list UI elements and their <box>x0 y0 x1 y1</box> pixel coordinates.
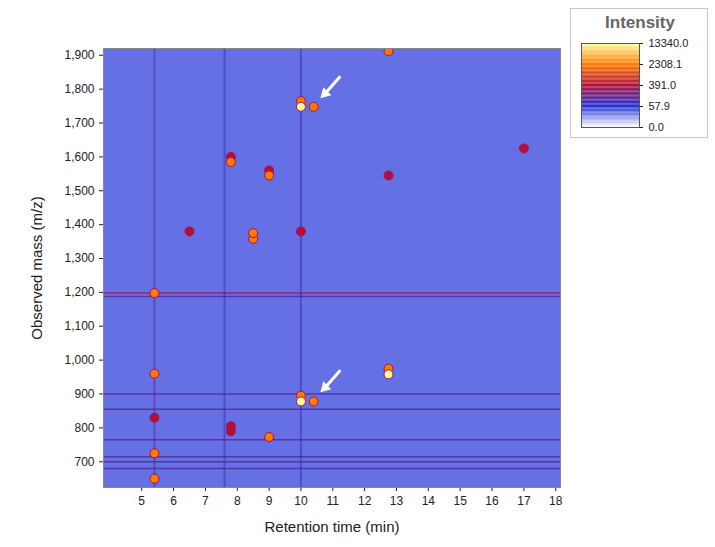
svg-text:15: 15 <box>454 494 468 508</box>
svg-text:1,100: 1,100 <box>64 319 94 333</box>
svg-text:Observed mass (m/z): Observed mass (m/z) <box>28 196 45 339</box>
html-text:Intensity: Intensity <box>605 13 675 32</box>
svg-text:1,000: 1,000 <box>64 353 94 367</box>
svg-text:9: 9 <box>266 494 273 508</box>
svg-text:8: 8 <box>234 494 241 508</box>
svg-text:1,800: 1,800 <box>64 82 94 96</box>
svg-text:1,200: 1,200 <box>64 285 94 299</box>
svg-text:2308.1: 2308.1 <box>649 58 683 70</box>
svg-text:11: 11 <box>327 494 340 508</box>
svg-text:1,600: 1,600 <box>64 150 94 164</box>
svg-text:6: 6 <box>170 494 177 508</box>
svg-text:800: 800 <box>74 421 94 435</box>
svg-text:57.9: 57.9 <box>649 100 670 112</box>
svg-text:13340.0: 13340.0 <box>649 37 689 49</box>
svg-text:391.0: 391.0 <box>649 79 677 91</box>
svg-text:1,300: 1,300 <box>64 251 94 265</box>
svg-text:700: 700 <box>74 455 94 469</box>
svg-text:1,400: 1,400 <box>64 217 94 231</box>
svg-text:10: 10 <box>294 494 308 508</box>
svg-text:0.0: 0.0 <box>649 121 664 133</box>
svg-text:900: 900 <box>74 387 94 401</box>
svg-text:14: 14 <box>422 494 436 508</box>
svg-text:18: 18 <box>549 494 563 508</box>
svg-text:7: 7 <box>202 494 209 508</box>
svg-text:1,500: 1,500 <box>64 184 94 198</box>
svg-text:1,900: 1,900 <box>64 48 94 62</box>
svg-text:5: 5 <box>138 494 145 508</box>
svg-text:12: 12 <box>358 494 372 508</box>
svg-text:1,700: 1,700 <box>64 116 94 130</box>
svg-text:17: 17 <box>517 494 531 508</box>
svg-text:Retention time (min): Retention time (min) <box>264 518 399 535</box>
svg-text:16: 16 <box>485 494 499 508</box>
svg-text:13: 13 <box>390 494 404 508</box>
